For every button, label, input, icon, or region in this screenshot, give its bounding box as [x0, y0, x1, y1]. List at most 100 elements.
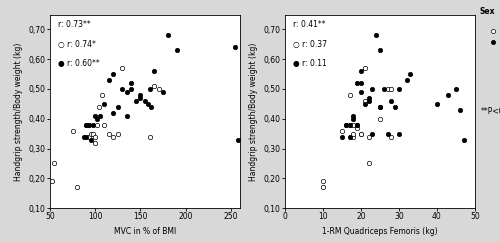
Point	[150, 69, 158, 73]
Y-axis label: Handgrip strength/Body weight (kg): Handgrip strength/Body weight (kg)	[250, 42, 258, 181]
Point	[82, 123, 90, 127]
Point	[118, 87, 126, 91]
Point	[234, 138, 242, 142]
Point	[96, 114, 104, 118]
Point	[164, 33, 172, 37]
Point	[132, 99, 140, 103]
Point	[357, 132, 365, 136]
Point	[50, 161, 58, 165]
Point	[395, 132, 403, 136]
Point	[338, 129, 346, 133]
Point	[346, 123, 354, 127]
Point	[48, 179, 56, 183]
Text: ○ r: 0.37: ○ r: 0.37	[292, 40, 326, 49]
Point	[68, 129, 76, 133]
Point	[136, 93, 144, 97]
Point	[444, 93, 452, 97]
Point	[144, 102, 152, 106]
Point	[110, 135, 118, 139]
Point	[388, 99, 396, 103]
Point	[388, 87, 396, 91]
Point	[353, 123, 361, 127]
Point	[95, 105, 103, 109]
Point	[357, 69, 365, 73]
Point	[357, 81, 365, 85]
Point	[141, 99, 149, 103]
Point	[136, 96, 144, 100]
Point	[84, 123, 92, 127]
Point	[85, 135, 93, 139]
Point	[357, 90, 365, 94]
Point	[357, 132, 365, 136]
Point	[110, 111, 118, 115]
Point	[150, 84, 158, 88]
Point	[350, 117, 358, 121]
Point	[361, 102, 369, 106]
Point	[91, 141, 99, 144]
Point	[105, 132, 113, 136]
Point	[114, 105, 122, 109]
Point	[350, 123, 358, 127]
Point	[376, 48, 384, 52]
Point	[364, 96, 372, 100]
Point	[350, 114, 358, 118]
Point	[154, 87, 162, 91]
Point	[93, 117, 101, 121]
Point	[100, 102, 108, 106]
Point	[98, 93, 106, 97]
Point	[364, 161, 372, 165]
Point	[364, 99, 372, 103]
Point	[100, 123, 108, 127]
Point	[361, 66, 369, 70]
Point	[148, 105, 156, 109]
Point	[384, 87, 392, 91]
Point	[82, 135, 90, 139]
Legend: Female, Male: Female, Male	[484, 15, 500, 48]
Point	[456, 108, 464, 112]
Point	[452, 87, 460, 91]
Point	[110, 72, 118, 76]
Point	[376, 117, 384, 121]
Point	[346, 123, 354, 127]
Point	[395, 87, 403, 91]
Point	[406, 72, 414, 76]
Point	[105, 78, 113, 82]
Point	[368, 87, 376, 91]
Point	[361, 99, 369, 103]
Point	[338, 135, 346, 139]
Point	[80, 135, 88, 139]
Point	[380, 87, 388, 91]
Point	[128, 87, 136, 91]
Point	[123, 114, 131, 118]
Point	[388, 135, 396, 139]
Point	[73, 185, 81, 189]
Point	[319, 179, 327, 183]
Point	[123, 90, 131, 94]
Point	[353, 123, 361, 127]
Point	[346, 135, 354, 139]
Point	[364, 135, 372, 139]
Y-axis label: Handgrip strength/Body weight (kg): Handgrip strength/Body weight (kg)	[14, 42, 24, 181]
Point	[232, 45, 239, 49]
Point	[128, 81, 136, 85]
Point	[146, 135, 154, 139]
Point	[433, 102, 441, 106]
Point	[402, 78, 410, 82]
Point	[172, 48, 180, 52]
Text: r: 0.41**: r: 0.41**	[292, 20, 325, 29]
Text: ● r: 0.11: ● r: 0.11	[292, 59, 326, 68]
Point	[372, 33, 380, 37]
X-axis label: 1-RM Quadriceps Femoris (kg): 1-RM Quadriceps Femoris (kg)	[322, 227, 438, 236]
Point	[460, 138, 468, 142]
Point	[353, 81, 361, 85]
Point	[118, 66, 126, 70]
Point	[85, 123, 93, 127]
Point	[350, 132, 358, 136]
Point	[146, 87, 154, 91]
Point	[346, 93, 354, 97]
Point	[391, 105, 399, 109]
Point	[376, 105, 384, 109]
Point	[384, 132, 392, 136]
Point	[353, 126, 361, 130]
Text: ○ r: 0.74*: ○ r: 0.74*	[58, 40, 96, 49]
